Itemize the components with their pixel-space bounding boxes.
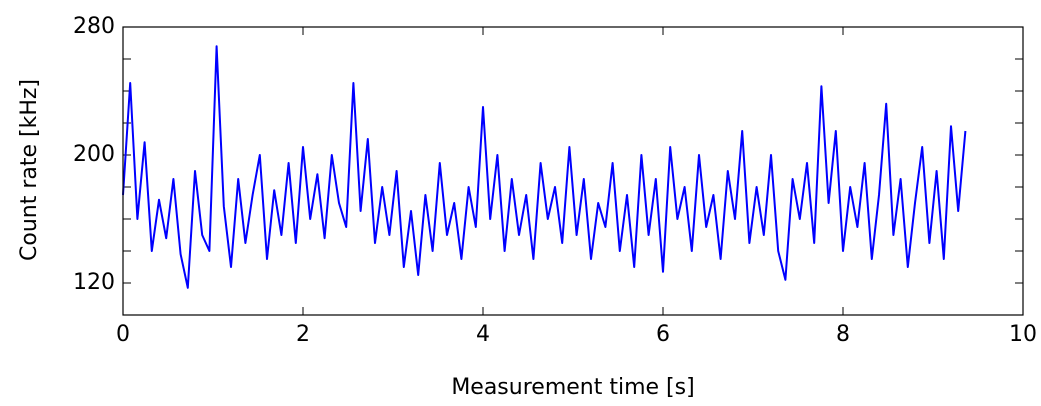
x-tick-label: 2 bbox=[296, 322, 310, 347]
x-axis-label: Measurement time [s] bbox=[451, 375, 694, 400]
y-tick-label: 280 bbox=[73, 14, 115, 39]
x-tick-label: 0 bbox=[116, 322, 130, 347]
plot-frame bbox=[122, 26, 1024, 316]
y-tick-label: 200 bbox=[73, 142, 115, 167]
x-tick-label: 6 bbox=[656, 322, 670, 347]
x-tick-label: 10 bbox=[1009, 322, 1037, 347]
data-line bbox=[122, 45, 967, 289]
x-tick-label: 8 bbox=[836, 322, 850, 347]
y-tick-label: 120 bbox=[73, 270, 115, 295]
x-tick-label: 4 bbox=[476, 322, 490, 347]
y-axis-label: Count rate [kHz] bbox=[17, 79, 42, 261]
